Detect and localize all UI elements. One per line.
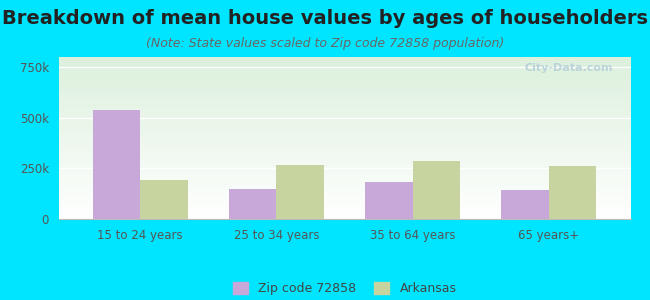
Bar	[501, 190, 549, 219]
Bar	[549, 166, 597, 219]
Bar	[229, 189, 276, 219]
Bar	[92, 110, 140, 219]
Text: (Note: State values scaled to Zip code 72858 population): (Note: State values scaled to Zip code 7…	[146, 38, 504, 50]
Text: Breakdown of mean house values by ages of householders: Breakdown of mean house values by ages o…	[2, 9, 648, 28]
Bar	[276, 165, 324, 219]
Bar	[365, 182, 413, 219]
Legend: Zip code 72858, Arkansas: Zip code 72858, Arkansas	[227, 277, 462, 300]
Bar	[413, 161, 460, 219]
Bar	[140, 179, 188, 219]
Text: City-Data.com: City-Data.com	[525, 64, 614, 74]
